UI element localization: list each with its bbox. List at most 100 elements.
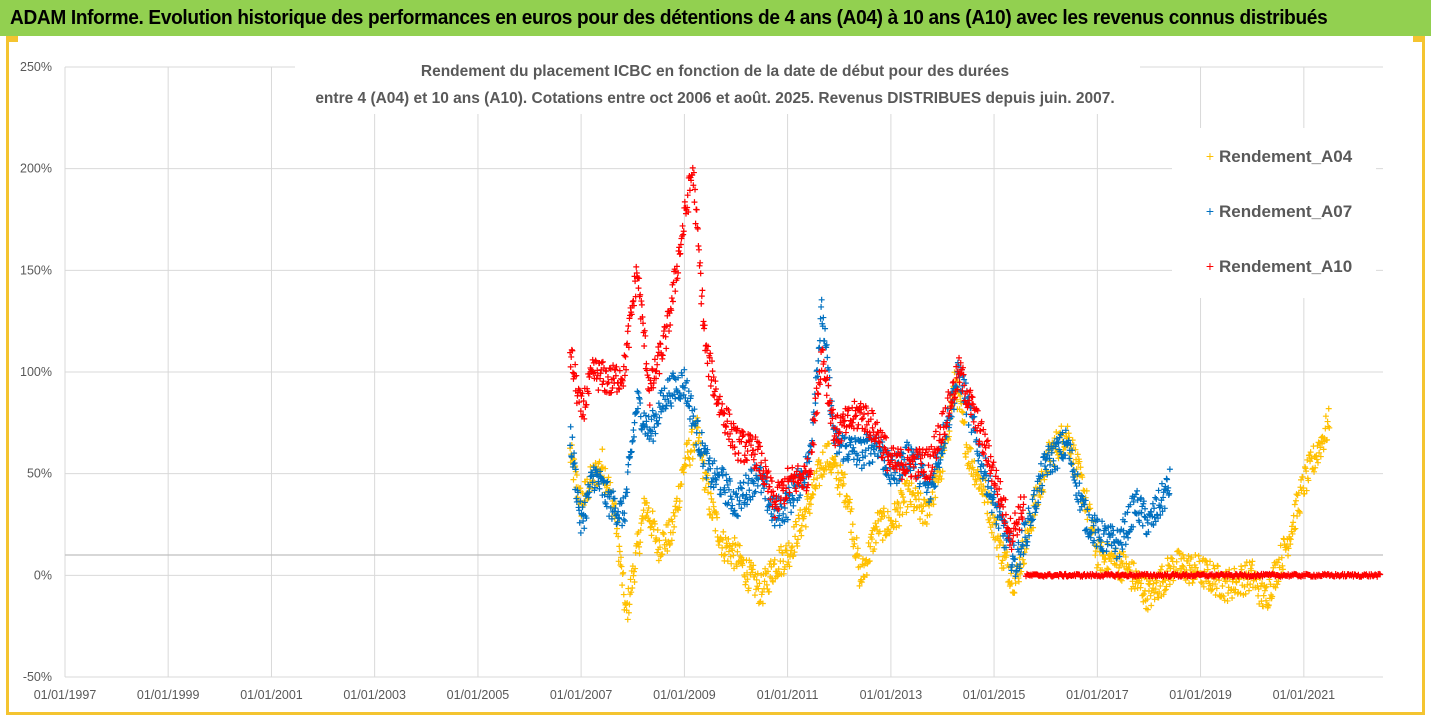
data-point-rendement-a10 (758, 450, 765, 457)
data-point-rendement-a04 (775, 566, 782, 573)
data-point-rendement-a04 (1167, 565, 1174, 572)
data-point-rendement-a04 (1278, 554, 1285, 561)
data-point-rendement-a10 (892, 462, 899, 469)
data-point-rendement-a07 (859, 449, 866, 456)
data-point-rendement-a04 (872, 539, 879, 546)
data-point-rendement-a04 (1288, 523, 1295, 530)
data-point-rendement-a07 (1011, 556, 1018, 563)
data-point-rendement-a07 (1038, 488, 1045, 495)
data-point-rendement-a10 (775, 506, 782, 513)
data-point-rendement-a10 (783, 494, 790, 501)
data-point-rendement-a10 (818, 367, 825, 374)
data-point-rendement-a04 (671, 523, 678, 530)
data-point-rendement-a04 (1292, 525, 1299, 532)
data-point-rendement-a10 (950, 378, 957, 385)
data-point-rendement-a04 (756, 580, 763, 587)
data-point-rendement-a07 (737, 484, 744, 491)
data-point-rendement-a07 (727, 478, 734, 485)
data-point-rendement-a04 (664, 548, 671, 555)
data-point-rendement-a07 (1060, 455, 1067, 462)
data-point-rendement-a10 (669, 298, 676, 305)
data-point-rendement-a04 (829, 463, 836, 470)
data-point-rendement-a04 (1058, 423, 1065, 430)
data-point-rendement-a07 (734, 494, 741, 501)
data-point-rendement-a10 (799, 475, 806, 482)
data-point-rendement-a10 (857, 409, 864, 416)
data-point-rendement-a04 (669, 518, 676, 525)
data-point-rendement-a04 (721, 551, 728, 558)
data-point-rendement-a07 (1144, 519, 1151, 526)
data-point-rendement-a04 (802, 523, 809, 530)
data-point-rendement-a10 (772, 498, 779, 505)
data-point-rendement-a07 (850, 444, 857, 451)
data-point-rendement-a07 (984, 483, 991, 490)
data-point-rendement-a10 (1014, 521, 1021, 528)
data-point-rendement-a07 (684, 377, 691, 384)
data-point-rendement-a10 (692, 186, 699, 193)
data-point-rendement-a10 (697, 259, 704, 266)
data-point-rendement-a07 (901, 456, 908, 463)
data-point-rendement-a04 (1247, 581, 1254, 588)
data-point-rendement-a04 (792, 533, 799, 540)
data-point-rendement-a07 (1138, 509, 1145, 516)
data-point-rendement-a07 (996, 508, 1003, 515)
data-point-rendement-a04 (1204, 566, 1211, 573)
y-tick-label: 150% (20, 263, 52, 277)
data-point-rendement-a04 (706, 506, 713, 513)
data-point-rendement-a07 (624, 489, 631, 496)
data-point-rendement-a07 (858, 439, 865, 446)
data-point-rendement-a10 (969, 394, 976, 401)
data-point-rendement-a04 (1064, 423, 1071, 430)
data-point-rendement-a07 (776, 522, 783, 529)
data-point-rendement-a04 (1212, 581, 1219, 588)
data-point-rendement-a07 (821, 338, 828, 345)
data-point-rendement-a07 (629, 437, 636, 444)
data-point-rendement-a07 (691, 406, 698, 413)
data-point-rendement-a04 (984, 510, 991, 517)
data-point-rendement-a04 (1238, 566, 1245, 573)
data-point-rendement-a10 (911, 454, 918, 461)
data-point-rendement-a10 (929, 464, 936, 471)
legend: + Rendement_A04 + Rendement_A07 + Rendem… (1172, 128, 1376, 298)
data-point-rendement-a07 (869, 459, 876, 466)
data-point-rendement-a04 (596, 458, 603, 465)
data-point-rendement-a07 (581, 499, 588, 506)
data-point-rendement-a04 (707, 511, 714, 518)
data-point-rendement-a07 (788, 509, 795, 516)
data-point-rendement-a04 (837, 477, 844, 484)
data-point-rendement-a10 (684, 192, 691, 199)
data-point-rendement-a10 (725, 407, 732, 414)
data-point-rendement-a04 (1208, 587, 1215, 594)
data-point-rendement-a04 (1209, 586, 1216, 593)
data-point-rendement-a04 (1325, 405, 1332, 412)
data-point-rendement-a04 (853, 534, 860, 541)
data-point-rendement-a10 (690, 182, 697, 189)
data-point-rendement-a10 (946, 392, 953, 399)
data-point-rendement-a07 (747, 496, 754, 503)
data-point-rendement-a07 (1090, 522, 1097, 529)
data-point-rendement-a10 (668, 307, 675, 314)
data-point-rendement-a07 (631, 419, 638, 426)
data-point-rendement-a04 (995, 553, 1002, 560)
data-point-rendement-a04 (982, 486, 989, 493)
data-point-rendement-a07 (725, 486, 732, 493)
data-point-rendement-a10 (689, 164, 696, 171)
data-point-rendement-a07 (1009, 561, 1016, 568)
data-point-rendement-a04 (1011, 589, 1018, 596)
data-point-rendement-a07 (738, 485, 745, 492)
data-point-rendement-a04 (896, 511, 903, 518)
data-point-rendement-a04 (1223, 578, 1230, 585)
data-point-rendement-a04 (849, 521, 856, 528)
data-point-rendement-a10 (953, 374, 960, 381)
data-point-rendement-a07 (848, 435, 855, 442)
data-point-rendement-a04 (796, 528, 803, 535)
data-point-rendement-a10 (729, 438, 736, 445)
data-point-rendement-a04 (805, 506, 812, 513)
data-point-rendement-a04 (932, 475, 939, 482)
data-point-rendement-a04 (1144, 596, 1151, 603)
data-point-rendement-a10 (1016, 526, 1023, 533)
data-point-rendement-a10 (771, 514, 778, 521)
data-point-rendement-a04 (727, 553, 734, 560)
data-point-rendement-a04 (1140, 591, 1147, 598)
data-point-rendement-a07 (1046, 455, 1053, 462)
